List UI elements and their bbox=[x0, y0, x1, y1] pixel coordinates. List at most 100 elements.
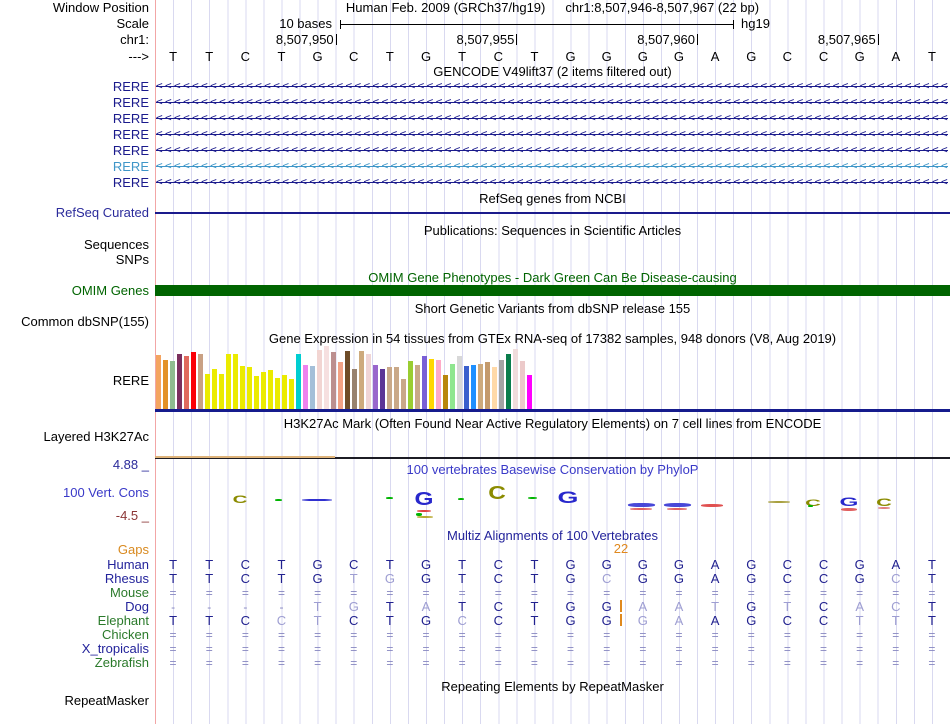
layered-h3k27ac-label[interactable]: Layered H3K27Ac bbox=[43, 429, 149, 444]
gtex-tissue-bar[interactable] bbox=[288, 378, 294, 409]
multiz-aligned-base: G bbox=[565, 557, 576, 572]
omim-gene-bar[interactable] bbox=[155, 285, 950, 296]
multiz-species-label[interactable]: X_tropicalis bbox=[81, 641, 149, 656]
gtex-tissue-bar[interactable] bbox=[274, 377, 280, 409]
gtex-tissue-bar[interactable] bbox=[414, 364, 420, 409]
refseq-curated-label[interactable]: RefSeq Curated bbox=[55, 205, 149, 220]
gtex-tissue-bar[interactable] bbox=[421, 356, 427, 409]
gtex-tissue-bar[interactable] bbox=[484, 362, 490, 409]
gtex-tissue-bar[interactable] bbox=[260, 371, 266, 409]
gtex-tissue-bar[interactable] bbox=[477, 363, 483, 409]
gtex-tissue-bar[interactable] bbox=[505, 353, 511, 409]
gencode-gene-label[interactable]: RERE bbox=[112, 143, 149, 158]
multiz-species-label[interactable]: Dog bbox=[125, 599, 149, 614]
gtex-tissue-bar[interactable] bbox=[491, 367, 497, 409]
gencode-gene-label[interactable]: RERE bbox=[112, 175, 149, 190]
gtex-tissue-bar[interactable] bbox=[295, 354, 301, 409]
h3k27ac-signal[interactable] bbox=[155, 455, 335, 458]
gtex-tissue-bar[interactable] bbox=[211, 369, 217, 409]
gtex-tissue-bar[interactable] bbox=[162, 359, 168, 409]
gtex-tissue-bar[interactable] bbox=[246, 367, 252, 409]
multiz-species-label[interactable]: Rhesus bbox=[104, 571, 149, 586]
gtex-tissue-bar[interactable] bbox=[344, 351, 350, 409]
gtex-tissue-bar[interactable] bbox=[365, 353, 371, 409]
gtex-tissue-bar[interactable] bbox=[183, 356, 189, 409]
gaps-row-label[interactable]: Gaps bbox=[117, 542, 149, 557]
reference-base: G bbox=[637, 49, 648, 64]
gencode-gene-model[interactable]: <<<<<<<<<<<<<<<<<<<<<<<<<<<<<<<<<<<<<<<<… bbox=[156, 145, 948, 156]
gencode-gene-model[interactable]: <<<<<<<<<<<<<<<<<<<<<<<<<<<<<<<<<<<<<<<<… bbox=[156, 129, 948, 140]
gtex-tissue-bar[interactable] bbox=[498, 359, 504, 409]
multiz-aligned-base: C bbox=[891, 599, 901, 614]
vert-cons-label[interactable]: 100 Vert. Cons bbox=[63, 485, 149, 500]
multiz-aligned-base: = bbox=[892, 586, 900, 600]
gencode-gene-model[interactable]: <<<<<<<<<<<<<<<<<<<<<<<<<<<<<<<<<<<<<<<<… bbox=[156, 177, 948, 188]
refseq-gene-line[interactable] bbox=[155, 212, 950, 214]
gtex-tissue-bar[interactable] bbox=[442, 374, 448, 409]
gencode-gene-label[interactable]: RERE bbox=[112, 111, 149, 126]
gtex-tissue-bar[interactable] bbox=[456, 356, 462, 409]
gtex-tissue-bar[interactable] bbox=[176, 353, 182, 409]
gtex-tissue-bar[interactable] bbox=[400, 378, 406, 409]
multiz-aligned-base: T bbox=[927, 557, 936, 572]
gencode-gene-model[interactable]: <<<<<<<<<<<<<<<<<<<<<<<<<<<<<<<<<<<<<<<<… bbox=[156, 161, 948, 172]
gencode-gene-model[interactable]: <<<<<<<<<<<<<<<<<<<<<<<<<<<<<<<<<<<<<<<<… bbox=[156, 113, 948, 124]
gtex-tissue-bar[interactable] bbox=[470, 364, 476, 409]
gtex-tissue-bar[interactable] bbox=[526, 374, 532, 409]
gtex-tissue-bar[interactable] bbox=[379, 368, 385, 409]
gtex-tissue-bar[interactable] bbox=[407, 361, 413, 409]
snps-label[interactable]: SNPs bbox=[115, 252, 149, 267]
common-dbsnp-label[interactable]: Common dbSNP(155) bbox=[21, 314, 149, 329]
gtex-tissue-bar[interactable] bbox=[232, 353, 238, 409]
position-tick-label: 8,507,950 bbox=[275, 32, 334, 47]
gtex-tissue-bar[interactable] bbox=[267, 369, 273, 409]
gencode-gene-label[interactable]: RERE bbox=[112, 95, 149, 110]
gtex-tissue-bar[interactable] bbox=[218, 373, 224, 409]
gtex-tissue-bar[interactable] bbox=[435, 359, 441, 409]
gtex-tissue-bar[interactable] bbox=[204, 373, 210, 409]
multiz-species-label[interactable]: Mouse bbox=[109, 585, 149, 600]
gtex-tissue-bar[interactable] bbox=[253, 376, 259, 409]
gencode-gene-model[interactable]: <<<<<<<<<<<<<<<<<<<<<<<<<<<<<<<<<<<<<<<<… bbox=[156, 81, 948, 92]
multiz-species-label[interactable]: Elephant bbox=[97, 613, 149, 628]
gencode-gene-model[interactable]: <<<<<<<<<<<<<<<<<<<<<<<<<<<<<<<<<<<<<<<<… bbox=[156, 97, 948, 108]
gtex-gene-label[interactable]: RERE bbox=[112, 373, 149, 388]
gtex-tissue-bar[interactable] bbox=[330, 352, 336, 409]
gtex-tissue-bar[interactable] bbox=[197, 353, 203, 409]
h3k27ac-baseline[interactable] bbox=[155, 457, 950, 459]
gtex-tissue-bar[interactable] bbox=[372, 364, 378, 409]
gtex-tissue-bar[interactable] bbox=[351, 368, 357, 409]
gtex-tissue-bar[interactable] bbox=[323, 346, 329, 409]
gtex-tissue-bar[interactable] bbox=[302, 364, 308, 409]
gtex-tissue-bar[interactable] bbox=[358, 351, 364, 409]
gencode-gene-label[interactable]: RERE bbox=[112, 159, 149, 174]
omim-genes-label[interactable]: OMIM Genes bbox=[71, 283, 149, 298]
multiz-species-label[interactable]: Chicken bbox=[102, 627, 149, 642]
gencode-gene-label[interactable]: RERE bbox=[112, 127, 149, 142]
sequences-label[interactable]: Sequences bbox=[83, 237, 149, 252]
gtex-tissue-bar[interactable] bbox=[337, 362, 343, 409]
multiz-species-label[interactable]: Zebrafish bbox=[94, 655, 149, 670]
gtex-tissue-bar[interactable] bbox=[393, 367, 399, 409]
multiz-species-label[interactable]: Human bbox=[107, 557, 149, 572]
gtex-tissue-bar[interactable] bbox=[239, 366, 245, 409]
gtex-tissue-bar[interactable] bbox=[169, 361, 175, 409]
multiz-aligned-base: G bbox=[420, 571, 432, 586]
gencode-gene-label[interactable]: RERE bbox=[112, 79, 149, 94]
gtex-tissue-bar[interactable] bbox=[519, 361, 525, 409]
gtex-tissue-bar[interactable] bbox=[386, 367, 392, 409]
gtex-tissue-bar[interactable] bbox=[155, 354, 161, 409]
gtex-tissue-bar[interactable] bbox=[316, 350, 322, 409]
gtex-tissue-bar[interactable] bbox=[309, 366, 315, 409]
multiz-aligned-base: = bbox=[603, 642, 611, 656]
gtex-tissue-bar[interactable] bbox=[512, 348, 518, 409]
gtex-tissue-bar[interactable] bbox=[463, 366, 469, 409]
gtex-tissue-bar[interactable] bbox=[428, 358, 434, 409]
gtex-tissue-bar[interactable] bbox=[449, 363, 455, 409]
multiz-aligned-base: = bbox=[567, 628, 575, 642]
gtex-tissue-bar[interactable] bbox=[281, 374, 287, 409]
gtex-tissue-bar[interactable] bbox=[225, 353, 231, 409]
gtex-tissue-bar[interactable] bbox=[190, 352, 196, 409]
repeatmasker-label[interactable]: RepeatMasker bbox=[64, 693, 149, 708]
